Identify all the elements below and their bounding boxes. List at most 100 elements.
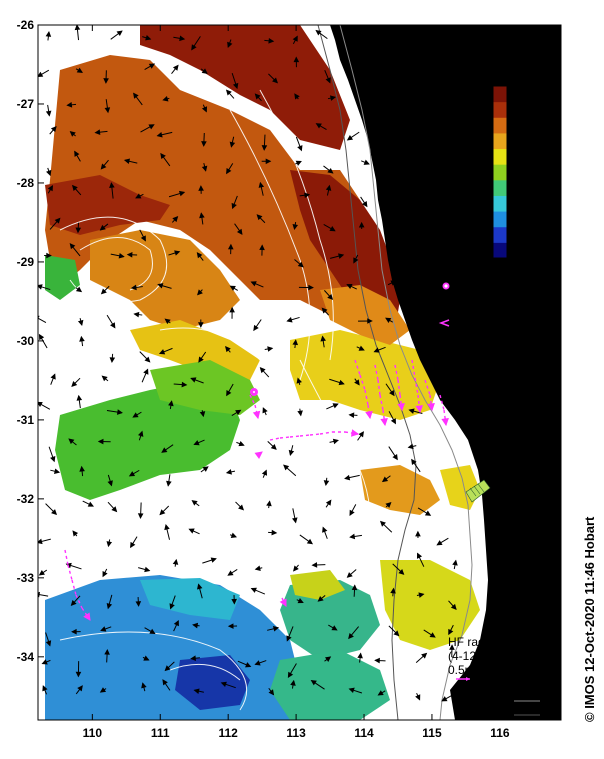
map-frame xyxy=(37,24,562,721)
colorbar-tick-label: 16 xyxy=(512,210,524,222)
drifter-segment xyxy=(71,579,77,596)
colorbar-tick-label: 20 xyxy=(512,132,524,144)
colorbar-swatch xyxy=(493,101,507,118)
drifter-segment xyxy=(374,364,379,381)
hf-line2: (4-12h avg) noQC xyxy=(448,649,544,663)
lat-tick-label: -26 xyxy=(17,18,35,32)
velocity-arrows xyxy=(38,25,458,702)
credit-text: © IMOS 12-Oct-2020 11:46 Hobart xyxy=(582,516,597,722)
drifter-segment xyxy=(394,364,399,381)
colorbar-swatch xyxy=(493,195,507,212)
drifter-segment xyxy=(344,431,359,435)
map-legend: Argo Ship drifters@12h to 09/10 12Z xyxy=(438,279,527,337)
drifter-segment xyxy=(379,394,384,411)
colorbar-swatch xyxy=(493,211,507,228)
colorbar-swatch xyxy=(493,117,507,134)
city-label-perth: Perth xyxy=(496,495,532,511)
sst-patch-teal-south xyxy=(270,650,390,720)
lon-tick-label: 112 xyxy=(219,726,239,740)
colorbar-tick-label: 18 xyxy=(512,171,524,183)
gsl-line3: 0.5m/s (1kt 12h) xyxy=(382,114,469,128)
lon-tick-label: 111 xyxy=(151,726,170,740)
perth-marker xyxy=(487,489,497,499)
lat-tick-label: -31 xyxy=(17,413,35,427)
lon-tick-label: 114 xyxy=(354,726,374,740)
hf-annotation: HF radar velocity (4-12h avg) noQC 0.5m/… xyxy=(448,635,544,681)
map-title: 08-Oct-2020 04Z xyxy=(396,35,496,50)
legend-drifters-1: drifters@12h xyxy=(458,310,527,324)
colorbar-swatch xyxy=(493,164,507,181)
legend-ship: Ship xyxy=(458,297,484,311)
contour-legend-1000: 1000m xyxy=(515,702,549,714)
drifter-segment xyxy=(414,377,419,396)
drifter-head xyxy=(254,451,263,459)
hf-line3: 0.5m/s (1kt 12h) xyxy=(448,663,535,677)
sst-patch-darkblue-south xyxy=(175,655,250,710)
sst-patch-yellow-south xyxy=(380,560,480,650)
drifter-head xyxy=(279,598,287,607)
sst-patch-north-red xyxy=(140,25,350,150)
lat-tick-label: -28 xyxy=(17,176,35,190)
drifter-head xyxy=(380,418,388,427)
drifter-segment xyxy=(424,379,431,396)
colorbar-tick-label: 22 xyxy=(512,93,524,105)
colorbar-tick-label: 14 xyxy=(512,249,524,261)
sst-patch-yellow-north xyxy=(130,320,260,380)
hf-radar-patch xyxy=(465,479,491,503)
colorbar-swatch xyxy=(493,86,507,103)
lat-tick-label: -34 xyxy=(17,650,35,664)
lat-tick-label: -27 xyxy=(17,97,35,111)
colorbar-frame xyxy=(492,85,508,259)
lat-tick-label: -32 xyxy=(17,492,35,506)
gsl-annotation: NRT00 GSL 08-Oct 18:00Z 0.5m/s (1kt 12h) xyxy=(382,86,469,133)
drifter-segment xyxy=(249,394,256,406)
drifter-segment xyxy=(299,434,311,437)
lat-tick-label: -30 xyxy=(17,334,35,348)
lon-tick-label: 113 xyxy=(286,726,306,740)
drifter-head xyxy=(415,405,424,414)
colorbar-label: 4h comp, p50, All Sats xyxy=(539,128,551,238)
colorbar-swatch xyxy=(493,132,507,150)
drifter-head xyxy=(83,612,91,621)
drifter-segment xyxy=(64,549,69,566)
hf-line1: HF radar velocity xyxy=(448,635,539,649)
drifter-segment xyxy=(67,564,73,581)
drifter-segment xyxy=(269,437,281,441)
lon-tick-label: 110 xyxy=(83,726,103,740)
lon-tick-label: 115 xyxy=(422,726,442,740)
sst-patch-coastal-red xyxy=(290,170,400,330)
drifter-segment xyxy=(439,394,445,411)
velocity-arrow xyxy=(38,317,47,324)
drifter-segment xyxy=(354,359,361,376)
drifter-head xyxy=(252,410,261,420)
gsl-line1: NRT00 GSL xyxy=(382,86,447,100)
drifter-segment xyxy=(367,404,371,419)
sst-patch-green-south xyxy=(280,580,380,660)
sst-patches xyxy=(45,25,480,720)
sst-patch-green-mid xyxy=(150,360,260,415)
drifter-head xyxy=(397,403,405,412)
drifter-head xyxy=(365,410,373,420)
drifter-tracks xyxy=(64,359,449,621)
sst-colorbar: 22 21 20 19 18 17 16 15 14 xyxy=(492,85,524,261)
sst-patch-yellow-south-mid xyxy=(290,570,345,600)
sst-patch-north-orange xyxy=(45,55,390,330)
sst-patch-cyan-south xyxy=(140,578,240,620)
lat-tick-label: -33 xyxy=(17,571,35,585)
velocity-arrow xyxy=(38,593,49,597)
drifter-segment xyxy=(377,379,381,396)
drifter-segment xyxy=(254,404,259,419)
drifter-head xyxy=(441,418,449,427)
drifter-head xyxy=(427,403,435,412)
argo-icon xyxy=(442,282,450,290)
drifter-segment xyxy=(397,379,401,396)
drifter-head xyxy=(350,429,360,437)
drifter-segment xyxy=(364,389,369,406)
colorbar-tick-label: 21 xyxy=(512,113,524,125)
ship-icon xyxy=(441,299,451,309)
colorbar-swatch xyxy=(493,148,507,165)
legend-argo: Argo xyxy=(458,279,486,293)
contour-legend: 200m 1000m xyxy=(514,688,549,716)
sst-patch-green-small xyxy=(45,255,80,300)
